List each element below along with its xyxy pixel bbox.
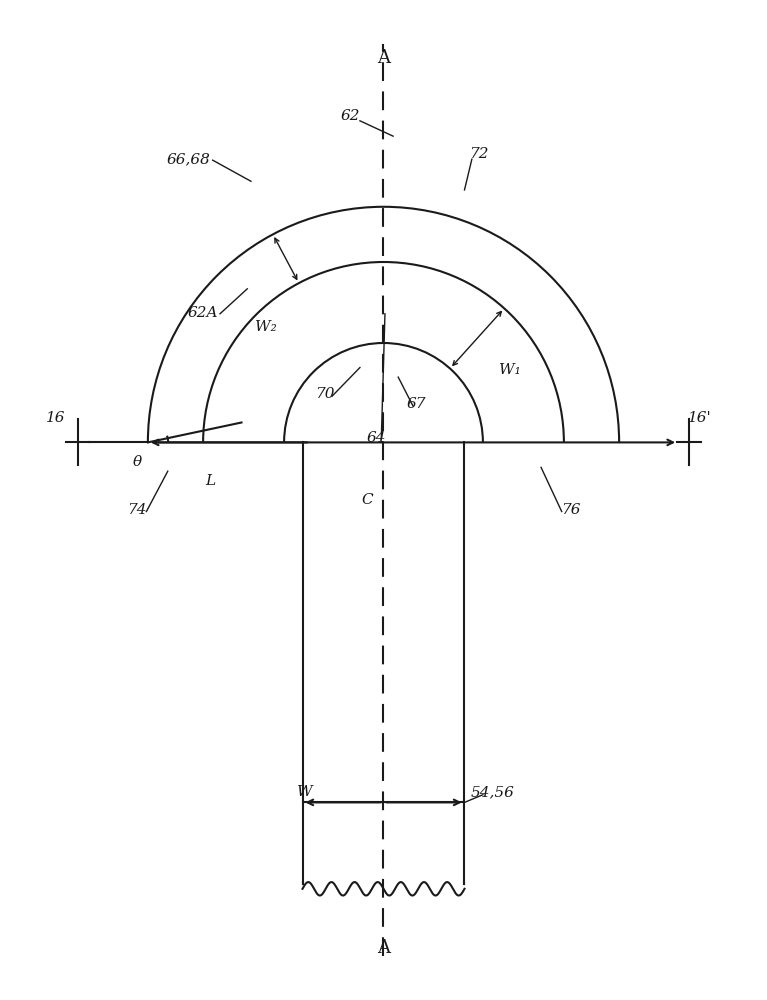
Text: 70: 70 bbox=[314, 387, 334, 401]
Text: A: A bbox=[377, 939, 390, 957]
Text: 62: 62 bbox=[341, 109, 360, 123]
Text: L: L bbox=[206, 474, 216, 488]
Text: 66,68: 66,68 bbox=[166, 152, 210, 166]
Text: C: C bbox=[361, 493, 373, 507]
Text: W₂: W₂ bbox=[255, 320, 277, 334]
Text: 76: 76 bbox=[561, 503, 581, 517]
Text: 67: 67 bbox=[407, 397, 426, 411]
Text: θ: θ bbox=[132, 455, 141, 469]
Text: 16: 16 bbox=[46, 411, 66, 425]
Text: 72: 72 bbox=[469, 147, 489, 161]
Text: 54,56: 54,56 bbox=[470, 785, 515, 799]
Text: 16': 16' bbox=[688, 411, 712, 425]
Text: W: W bbox=[297, 785, 312, 799]
Text: 62A: 62A bbox=[188, 306, 219, 320]
Text: 74: 74 bbox=[127, 503, 146, 517]
Text: A: A bbox=[377, 49, 390, 67]
Text: W₁: W₁ bbox=[499, 363, 521, 377]
Text: 64: 64 bbox=[367, 431, 386, 445]
